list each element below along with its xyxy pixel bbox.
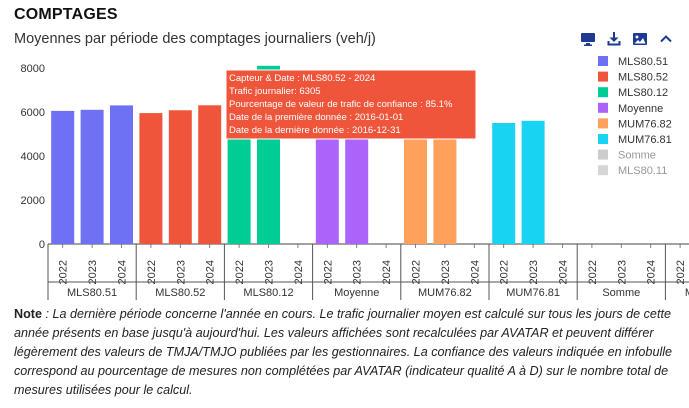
x-tick-year: 2024 xyxy=(205,260,217,284)
legend-label: Moyenne xyxy=(618,103,663,115)
legend-swatch xyxy=(598,149,608,160)
x-group-label: MLS80.52 xyxy=(155,287,205,299)
bar[interactable] xyxy=(51,110,75,245)
legend-swatch xyxy=(598,134,608,144)
monitor-icon[interactable] xyxy=(579,30,597,48)
note-paragraph: Note : La dernière période concerne l'an… xyxy=(14,305,676,400)
legend-label: MLS80.51 xyxy=(618,56,668,68)
x-tick-year: 2022 xyxy=(499,260,511,284)
chart-toolbar xyxy=(579,30,675,48)
x-group-label: MLS80.51 xyxy=(67,287,117,299)
bar[interactable] xyxy=(521,120,545,244)
x-tick-year: 2023 xyxy=(616,260,628,284)
legend-swatch xyxy=(598,118,608,129)
x-group-label: MUM76.81 xyxy=(506,287,560,299)
bar[interactable] xyxy=(227,120,251,244)
x-tick-year: 2023 xyxy=(528,260,540,284)
x-tick-year: 2024 xyxy=(558,260,570,284)
legend-label: MLS80.52 xyxy=(618,72,668,84)
legend-swatch xyxy=(598,165,608,176)
chart-subtitle: Moyennes par période des comptages journ… xyxy=(14,31,376,47)
bar[interactable] xyxy=(80,109,104,244)
image-icon[interactable] xyxy=(631,30,649,48)
bar[interactable] xyxy=(492,123,516,244)
legend-label: MUM76.82 xyxy=(618,118,672,130)
bar[interactable] xyxy=(198,105,222,244)
bar[interactable] xyxy=(315,116,339,244)
x-tick-year: 2024 xyxy=(469,260,481,284)
legend-item[interactable]: MLS80.11 xyxy=(598,165,667,177)
chevron-up-icon[interactable] xyxy=(657,30,675,48)
x-tick-year: 2023 xyxy=(264,260,276,284)
x-tick-year: 2024 xyxy=(381,260,393,284)
x-tick-year: 2023 xyxy=(352,260,364,284)
tooltip-line: Pourcentage de valeur de trafic de confi… xyxy=(229,99,453,110)
legend-item[interactable]: MUM76.82 xyxy=(598,118,672,130)
legend-swatch xyxy=(598,56,608,66)
bar[interactable] xyxy=(139,113,163,244)
legend-label: MLS80.12 xyxy=(618,87,668,99)
x-tick-year: 2022 xyxy=(58,260,70,284)
bar[interactable] xyxy=(345,115,369,244)
x-tick-year: 2022 xyxy=(234,260,246,284)
x-tick-year: 2022 xyxy=(587,260,599,284)
legend-item[interactable]: MUM76.81 xyxy=(598,134,672,146)
legend-item[interactable]: MLS80.52 xyxy=(598,71,668,84)
legend-item[interactable]: MLS80.51 xyxy=(598,56,668,68)
x-group-label: Moyenne xyxy=(334,287,379,299)
x-group-label: MLS80.11 xyxy=(685,287,689,299)
tooltip-line: Date de la dernière donnée : 2016-12-31 xyxy=(229,125,401,136)
x-tick-year: 2022 xyxy=(322,260,334,284)
download-icon[interactable] xyxy=(605,30,623,48)
legend-label: Somme xyxy=(618,150,656,162)
x-tick-year: 2023 xyxy=(175,260,187,284)
y-tick-label: 2000 xyxy=(21,195,45,207)
tooltip-line: Capteur & Date : MLS80.52 - 2024 xyxy=(229,73,375,84)
bar[interactable] xyxy=(168,110,192,244)
y-tick-label: 8000 xyxy=(21,63,45,75)
x-tick-year: 2022 xyxy=(675,260,687,284)
x-tick-year: 2022 xyxy=(146,260,158,284)
x-tick-year: 2024 xyxy=(646,260,658,284)
page-title: COMPTAGES xyxy=(14,6,118,23)
hover-tooltip: Capteur & Date : MLS80.52 - 2024 Trafic j… xyxy=(225,69,477,140)
legend: MLS80.51 MLS80.52 MLS80.12 Moyenne MUM76.82 M… xyxy=(598,56,672,177)
legend-item[interactable]: Moyenne xyxy=(598,102,663,115)
bar[interactable] xyxy=(404,120,427,244)
legend-swatch xyxy=(598,71,608,82)
tooltip-box xyxy=(225,69,477,140)
legend-swatch xyxy=(598,102,608,113)
bar[interactable] xyxy=(110,105,133,245)
legend-label: MUM76.81 xyxy=(618,134,672,146)
x-tick-year: 2023 xyxy=(87,260,99,284)
x-tick-year: 2022 xyxy=(411,260,423,284)
y-tick-label: 0 xyxy=(39,239,45,251)
legend-swatch xyxy=(598,87,608,98)
tooltip-line: Trafic journalier: 6305 xyxy=(229,86,321,97)
legend-item[interactable]: MLS80.12 xyxy=(598,87,668,99)
y-tick-label: 4000 xyxy=(21,151,45,163)
x-tick-year: 2024 xyxy=(117,260,129,284)
legend-label: MLS80.11 xyxy=(618,165,667,177)
x-group-label: MUM76.82 xyxy=(418,287,472,299)
x-group-label: MLS80.12 xyxy=(243,287,293,299)
x-tick-year: 2024 xyxy=(293,260,305,284)
bar[interactable] xyxy=(433,118,457,244)
x-tick-year: 2023 xyxy=(440,260,452,284)
x-group-label: Somme xyxy=(602,287,640,299)
tooltip-line: Date de la première donnée : 2016-01-01 xyxy=(229,112,403,123)
note-label: Note xyxy=(14,307,42,321)
note-text: : La dernière période concerne l'année e… xyxy=(14,307,673,397)
legend-item[interactable]: Somme xyxy=(598,149,656,162)
y-tick-label: 6000 xyxy=(21,107,45,119)
